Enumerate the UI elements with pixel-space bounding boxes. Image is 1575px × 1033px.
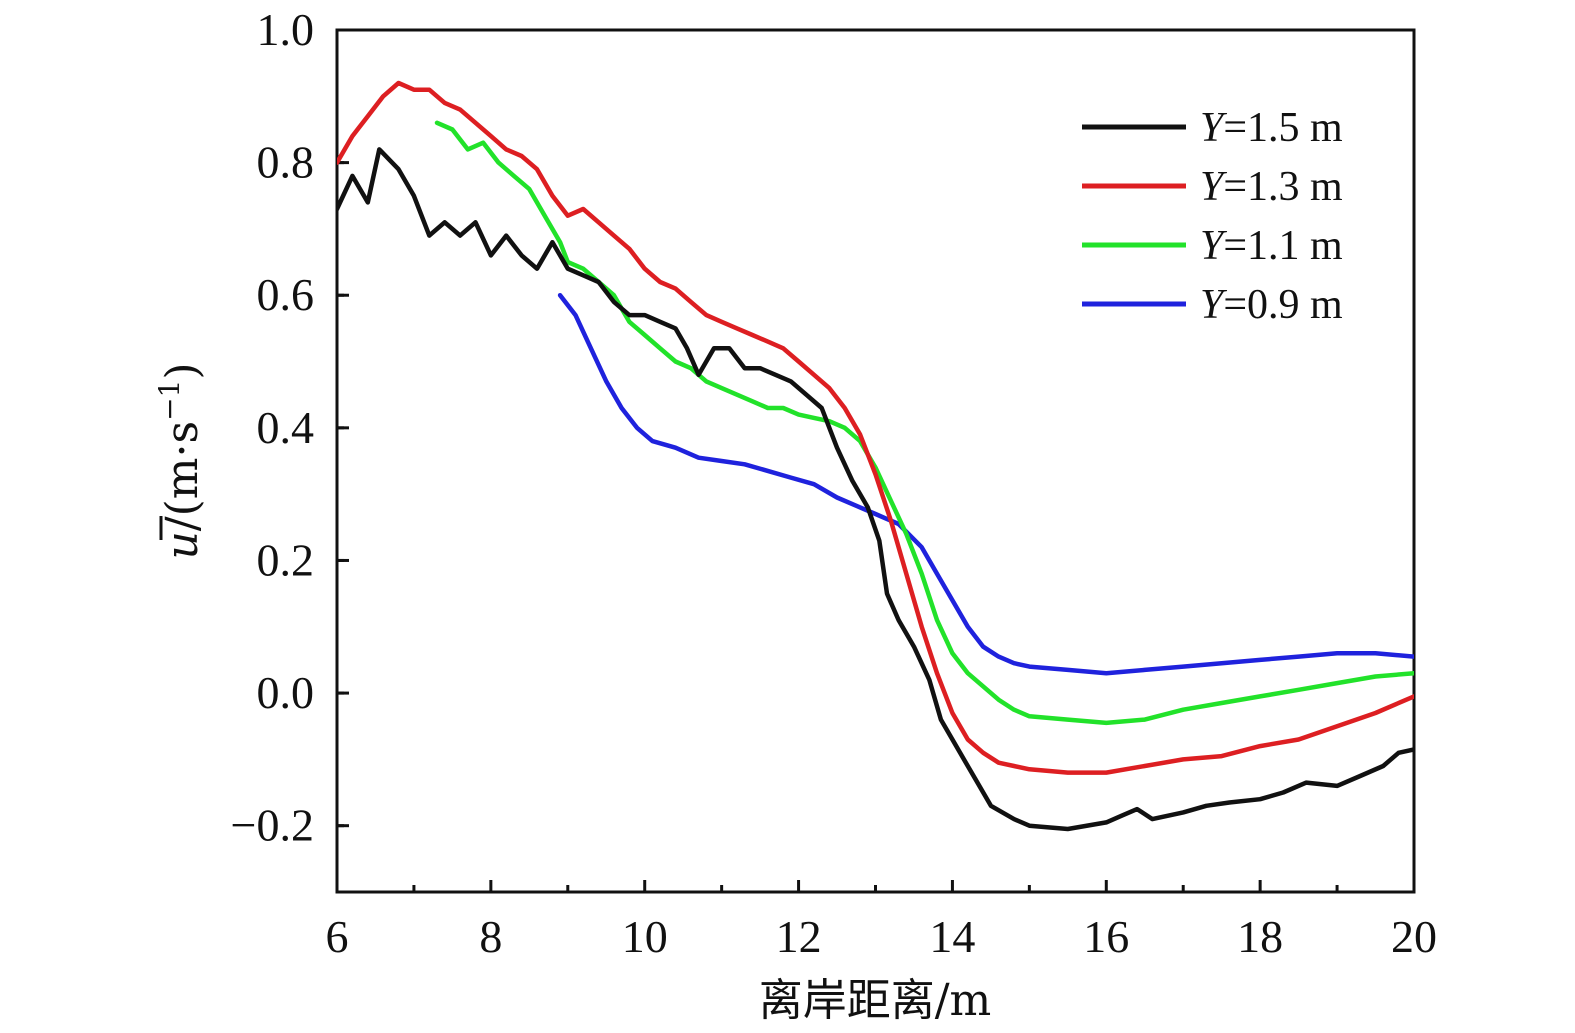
series-line-1 (337, 147, 1414, 832)
y-axis-title: u/(m·s−1) (153, 362, 208, 559)
y-axis-unit-close: ) (157, 362, 208, 379)
legend-label: Y=1.5 m (1200, 105, 1343, 151)
y-axis-unit-exponent: −1 (153, 380, 186, 421)
y-tick-label: 0.2 (257, 534, 315, 585)
x-tick-label: 14 (929, 911, 975, 962)
series-line-3 (434, 120, 1414, 726)
series-lines (337, 80, 1414, 832)
y-tick-label: −0.2 (231, 800, 314, 851)
y-tick-label: 0.6 (257, 269, 315, 320)
legend: Y=1.5 m Y=1.3 m Y=1.1 m Y=0.9 m (1082, 105, 1343, 328)
x-tick-label: 20 (1391, 911, 1437, 962)
x-tick-label: 16 (1083, 911, 1129, 962)
y-tick-label: 0.4 (257, 402, 315, 453)
legend-label: Y=1.3 m (1200, 164, 1343, 210)
y-tick-labels: −0.2 0.0 0.2 0.4 0.6 0.8 1.0 (231, 4, 314, 851)
y-tick-label: 0.8 (257, 137, 315, 188)
x-tick-label: 10 (622, 911, 668, 962)
svg-text:u/(m·s−1): u/(m·s−1) (153, 362, 208, 559)
x-tick-labels: 6 8 10 12 14 16 18 20 (326, 911, 1438, 962)
series-line-2 (337, 80, 1414, 775)
x-tick-label: 18 (1237, 911, 1283, 962)
x-axis-title: 离岸距离/m (759, 975, 992, 1026)
legend-label: Y=0.9 m (1200, 282, 1343, 328)
y-tick-label: 0.0 (257, 667, 315, 718)
legend-label: Y=1.1 m (1200, 223, 1343, 269)
tick-marks (335, 28, 1416, 892)
y-tick-label: 1.0 (257, 4, 315, 55)
x-tick-label: 8 (479, 911, 502, 962)
series-line-4 (557, 292, 1414, 676)
y-axis-symbol: u (157, 531, 208, 559)
x-tick-label: 12 (776, 911, 822, 962)
x-tick-label: 6 (326, 911, 349, 962)
y-axis-unit: /(m·s (157, 421, 208, 531)
